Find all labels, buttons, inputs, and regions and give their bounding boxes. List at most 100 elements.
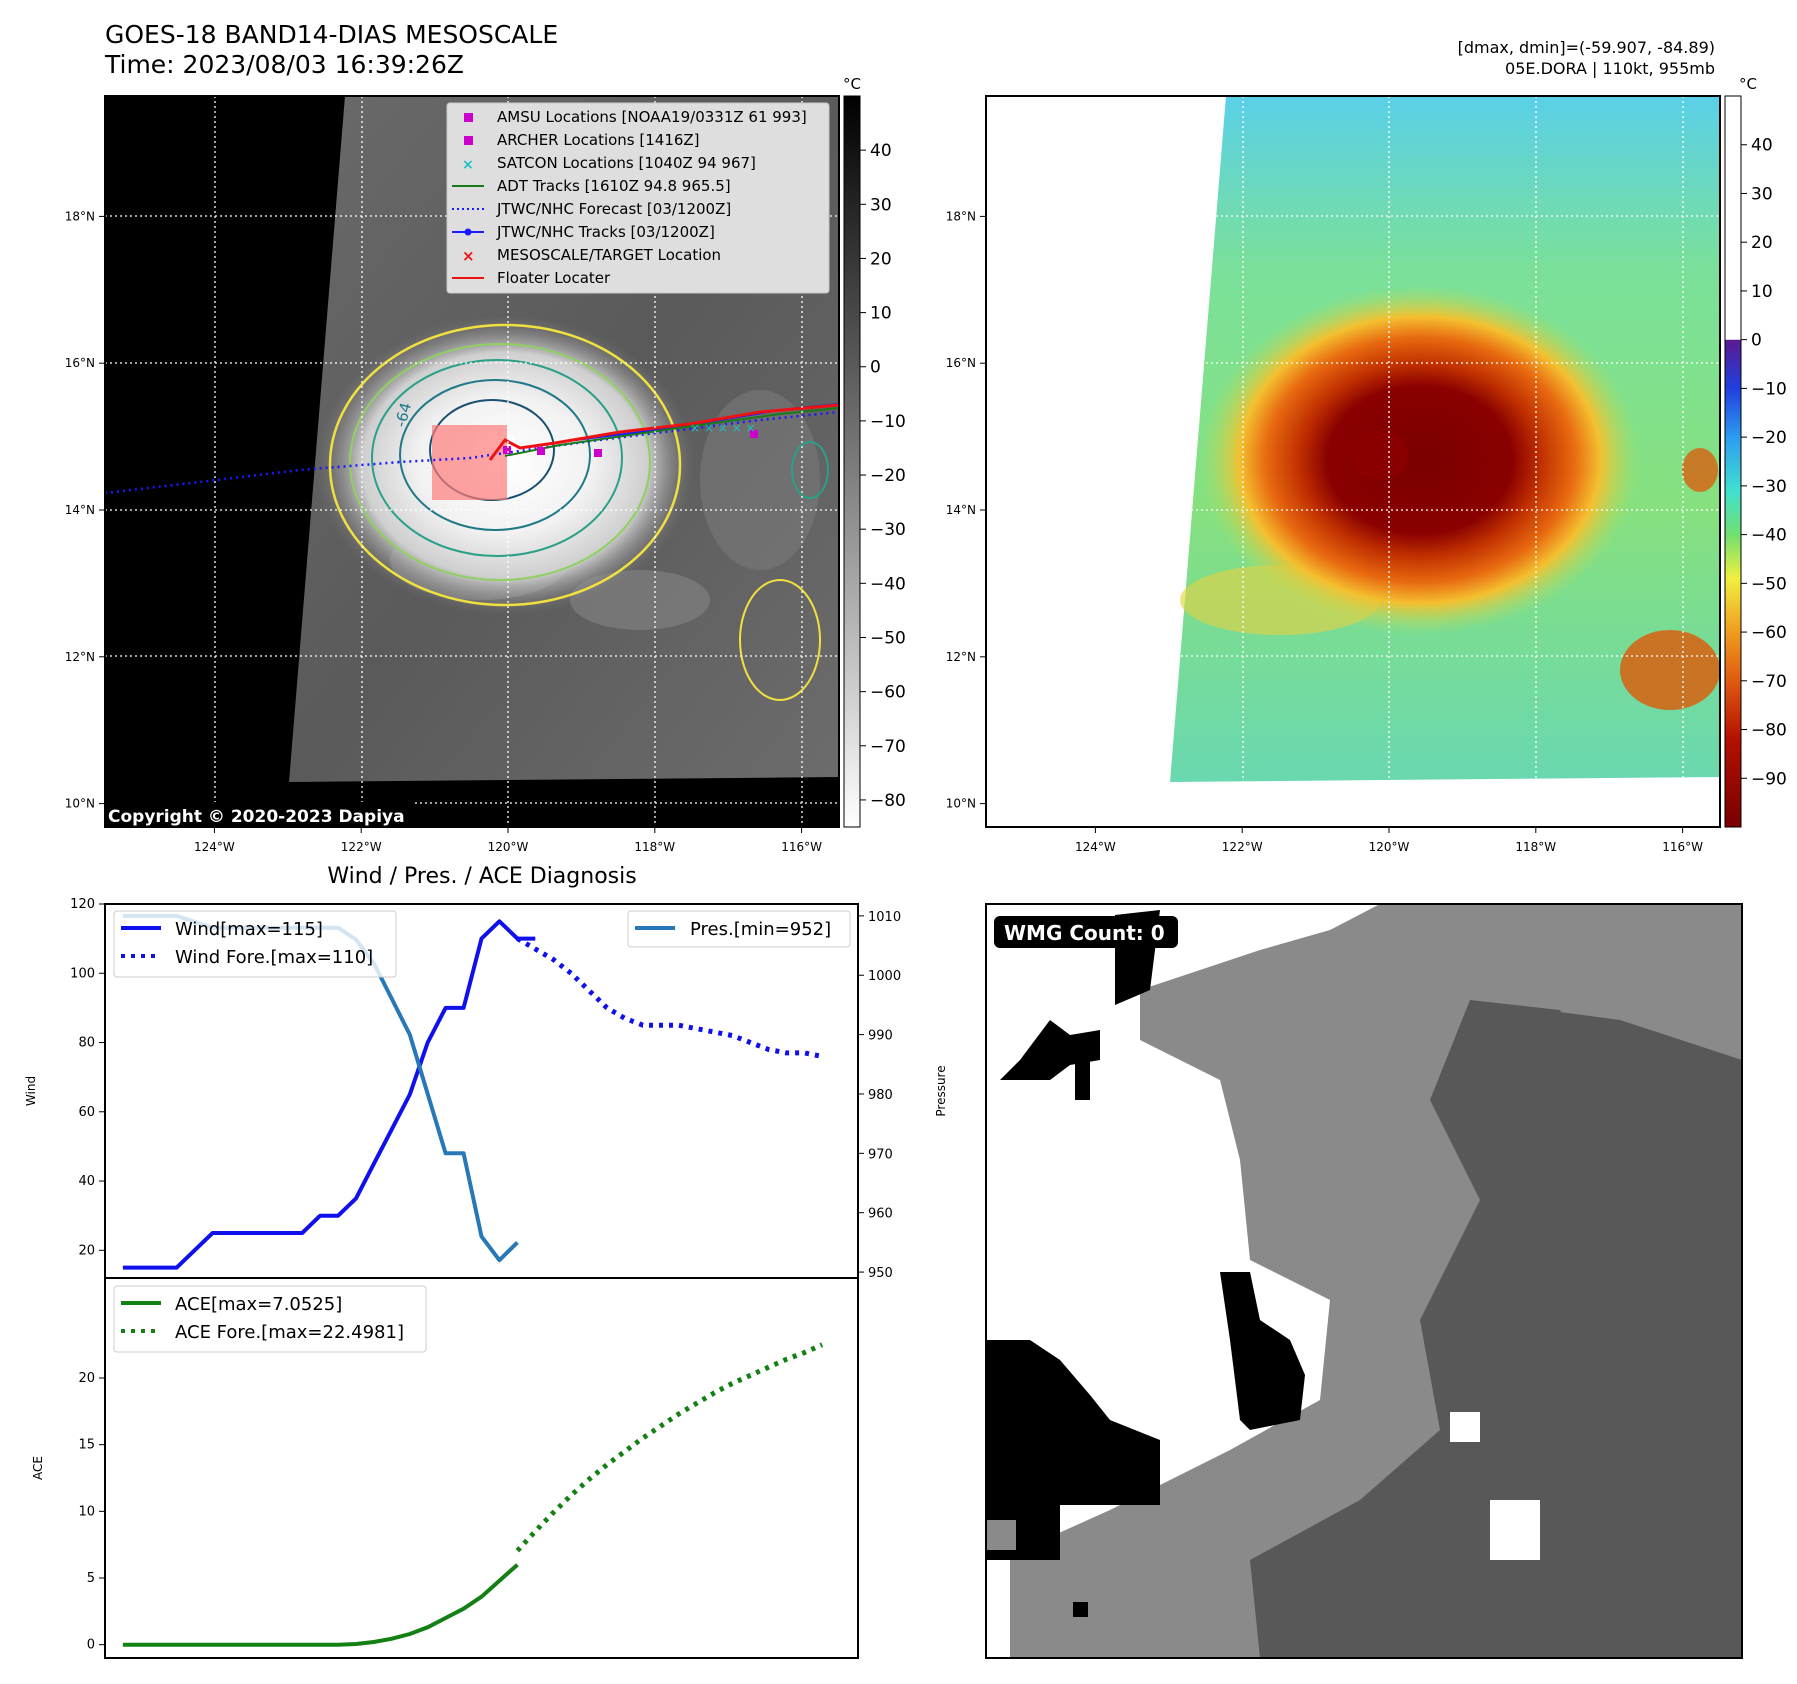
- wmg-black-region: [986, 1340, 1160, 1560]
- wind-ytick-label: 80: [78, 1036, 95, 1051]
- right-colorbar: °C 40 30 20 10 0 −10 −20 −30 −40 −50 −60 −70 −80 −90: [1724, 75, 1787, 828]
- colorbar-tick-label: −40: [1751, 526, 1787, 546]
- svg-text:× × × × ×: × × × × ×: [690, 421, 756, 435]
- contour-yellow: [328, 323, 682, 607]
- contour-darkteal: [399, 379, 591, 531]
- wind-ytick-label: 120: [70, 897, 95, 912]
- lat-tick-label-left: 12°N: [65, 650, 95, 664]
- colorbar-tick-label: −80: [1751, 721, 1787, 741]
- wind-pressure-chart: 20 40 60 80 100 120 950 960 970 980 990 1000 1010 Win…: [24, 897, 948, 1281]
- ace-ytick-label: 5: [87, 1571, 95, 1586]
- left-colorbar-unit: °C: [843, 75, 861, 93]
- lon-tick-label-right: 118°W: [1515, 840, 1556, 854]
- legend-floater-label: Floater Locater: [497, 269, 611, 287]
- ace-ytick-label: 10: [78, 1504, 95, 1519]
- ir-color-map: [985, 95, 1721, 828]
- lat-tick-label-right: 18°N: [946, 209, 976, 223]
- colorbar-tick-label: −20: [870, 466, 906, 486]
- legend-nhc-label: JTWC/NHC Tracks [03/1200Z]: [496, 223, 715, 241]
- pressure-ytick-label: 970: [868, 1147, 893, 1162]
- lon-tick-label-left: 122°W: [341, 840, 382, 854]
- ace-legend-label: ACE Fore.[max=22.4981]: [175, 1322, 404, 1343]
- lon-tick-label-left: 118°W: [634, 840, 675, 854]
- colorbar-tick-label: −70: [870, 737, 906, 757]
- wind-legend-label: Wind Fore.[max=110]: [175, 947, 373, 968]
- adt-track: [504, 407, 839, 457]
- colorbar-tick-label: −30: [870, 520, 906, 540]
- wind-legend-label: Wind[max=115]: [175, 919, 323, 940]
- contour-teal: [371, 359, 623, 557]
- legend-forecast-label: JTWC/NHC Forecast [03/1200Z]: [496, 200, 731, 218]
- colorbar-tick-label: −40: [870, 574, 906, 594]
- storm-info-label: 05E.DORA | 110kt, 955mb: [1505, 59, 1715, 78]
- legend-archer-label: ARCHER Locations [1416Z]: [497, 131, 700, 149]
- series-line-ace: [122, 1563, 519, 1647]
- colorbar-tick-label: −50: [1751, 574, 1787, 594]
- lon-tick-label-right: 122°W: [1222, 840, 1263, 854]
- legend-amsu-marker: [464, 113, 473, 122]
- colorbar-tick-label: 0: [870, 358, 881, 378]
- legend-adt-label: ADT Tracks [1610Z 94.8 965.5]: [497, 177, 731, 195]
- pressure-legend-label: Pres.[min=952]: [690, 919, 831, 940]
- series-line-ace-forecast: [515, 1342, 824, 1553]
- contour-value-label: -64: [391, 401, 415, 429]
- wind-ytick-label: 60: [78, 1105, 95, 1120]
- pressure-ytick-label: 1000: [868, 969, 901, 984]
- pressure-ytick-label: 950: [868, 1266, 893, 1281]
- lat-tick-label-right: 12°N: [946, 650, 976, 664]
- storm-color-field: [1200, 285, 1640, 635]
- lon-tick-label-left: 120°W: [488, 840, 529, 854]
- wmg-count-label: WMG Count: 0: [1004, 921, 1165, 945]
- ace-ytick-label: 15: [78, 1438, 95, 1453]
- contour-lightgreen: [349, 343, 651, 581]
- figure-time: Time: 2023/08/03 16:39:26Z: [105, 50, 464, 79]
- diagnosis-chart-title: Wind / Pres. / ACE Diagnosis: [327, 864, 636, 889]
- series-line-wind: [122, 919, 536, 1270]
- ace-chart: 0 5 10 15 20 ACE ACE[max=7.0525] ACE Fore.[max=…: [31, 1277, 859, 1659]
- pressure-legend-box: [627, 910, 851, 948]
- colorbar-tick-label: −10: [870, 412, 906, 432]
- colorbar-tick-label: −50: [870, 628, 906, 648]
- legend-satcon-marker: ×: [462, 157, 474, 173]
- lon-tick-label-left: 124°W: [194, 840, 235, 854]
- series-line-wind-forecast: [516, 936, 823, 1059]
- lat-tick-label-right: 10°N: [946, 797, 976, 811]
- legend-satcon-label: SATCON Locations [1040Z 94 967]: [497, 154, 756, 172]
- colorbar-tick-label: −70: [1751, 672, 1787, 692]
- colorbar-tick-label: −30: [1751, 477, 1787, 497]
- wmg-panel: WMG Count: 0: [985, 903, 1743, 1659]
- colorbar-tick-label: −10: [1751, 379, 1787, 399]
- color-map-gridlines: [986, 96, 1720, 827]
- ace-axis-label: ACE: [31, 1456, 45, 1480]
- colorbar-tick-label: 40: [1751, 136, 1773, 156]
- pressure-ytick-label: 960: [868, 1207, 893, 1222]
- wind-ytick-label: 40: [78, 1174, 95, 1189]
- colorbar-tick-label: 20: [870, 249, 892, 269]
- copyright-label: Copyright © 2020-2023 Dapiya: [108, 807, 405, 827]
- pressure-axis-label: Pressure: [934, 1065, 948, 1116]
- colorbar-tick-label: 10: [1751, 282, 1773, 302]
- pressure-ytick-label: 1010: [868, 910, 901, 925]
- wind-legend-box: [113, 910, 397, 978]
- colorbar-tick-label: −60: [870, 683, 906, 703]
- wind-ytick-label: 100: [70, 966, 95, 981]
- legend-amsu-label: AMSU Locations [NOAA19/0331Z 61 993]: [497, 108, 807, 126]
- colorbar-tick-label: 40: [870, 141, 892, 161]
- figure-title: GOES-18 BAND14-DIAS MESOSCALE: [105, 20, 559, 49]
- wmg-dark-gray-region: [1250, 1000, 1742, 1658]
- colorbar-tick-label: 30: [1751, 184, 1773, 204]
- lat-tick-label-right: 14°N: [946, 503, 976, 517]
- lat-tick-label-right: 16°N: [946, 356, 976, 370]
- colorbar-tick-label: −80: [870, 791, 906, 811]
- wind-ytick-label: 20: [78, 1243, 95, 1258]
- left-colorbar: °C 40 30 20 10 0 −10 −20 −30 −40 −50 −60 −70 −80: [843, 75, 906, 828]
- map-tick-labels: 124°W 122°W 120°W 118°W 116°W 18°N 16°N 14°N 12°…: [65, 209, 1703, 854]
- wind-axis-label: Wind: [24, 1076, 38, 1106]
- legend-target-label: MESOSCALE/TARGET Location: [497, 246, 721, 264]
- colorbar-tick-label: 10: [870, 304, 892, 324]
- lat-tick-label-left: 18°N: [65, 209, 95, 223]
- legend-archer-marker: [464, 136, 473, 145]
- lat-tick-label-left: 14°N: [65, 503, 95, 517]
- ace-chart-frame: [104, 1277, 859, 1659]
